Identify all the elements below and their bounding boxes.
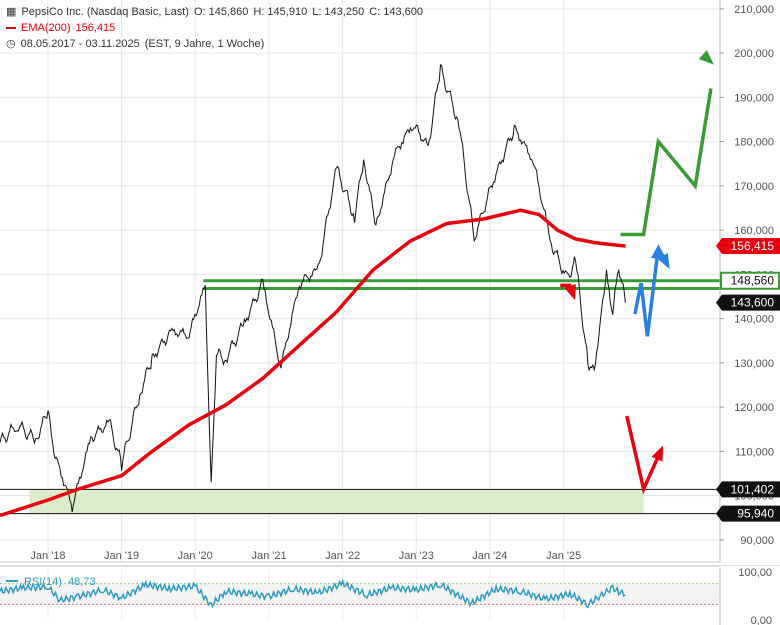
horizontal-levels (0, 279, 720, 515)
scenario-path-0 (620, 88, 713, 237)
rsi-legend-name: RSI(14) (24, 576, 62, 588)
range-info: (EST, 9 Jahre, 1 Woche) (144, 38, 265, 50)
clock-icon: ◷ (6, 38, 16, 50)
x-axis: Jan '18 Jan '19 Jan '20 Jan '21 Jan '22 Jan '… (0, 550, 720, 563)
support-zone (29, 489, 644, 514)
ema-legend-swatch (6, 27, 16, 30)
rsi-tick-label-bottom: 0,00 (751, 615, 772, 625)
price-series (0, 63, 626, 513)
low-value: L: 143,250 (312, 6, 365, 18)
open-value: O: 145,860 (193, 6, 249, 18)
y-tick-label-8: 170,000 (734, 181, 774, 193)
support-zone-rect (29, 489, 644, 514)
close-value: C: 143,600 (369, 6, 424, 18)
price-badge-1: 148,560 (720, 271, 780, 290)
ema-series (0, 208, 626, 518)
price-badge-2: 143,600 (716, 294, 780, 311)
scenario-arrowhead-2 (650, 243, 663, 260)
price-badge-box-0 (716, 237, 780, 254)
level-badge-box-3 (716, 505, 780, 522)
y-tick-label-7: 160,000 (734, 225, 774, 237)
x-tick-label-5: Jan '23 (399, 550, 434, 562)
chart-info-line-1: ▦ PepsiCo Inc. (Nasdaq Basic, Last) O: 145… (6, 5, 428, 19)
ema-line (0, 208, 626, 518)
grid-lines (0, 0, 720, 620)
x-tick-label-1: Jan '19 (104, 550, 139, 562)
y-tick-label-10: 190,000 (734, 92, 774, 104)
scenario-paths (560, 50, 714, 495)
level-badge-box-2 (716, 481, 780, 498)
candles-icon: ▦ (6, 6, 17, 18)
price-line (0, 63, 626, 513)
scenario-arrowhead-4 (564, 284, 576, 301)
high-value: H: 145,910 (253, 6, 308, 18)
x-tick-label-4: Jan '22 (325, 550, 360, 562)
level-badge-label-3: 95,940 (737, 507, 774, 521)
rsi-axis-background (720, 566, 780, 625)
rsi-tick-label-top: 100,00 (738, 567, 772, 579)
price-badge-box-1 (720, 271, 780, 290)
rsi-panel: 100,00 0,00 RSI(14) 48,73 (0, 565, 780, 625)
y-axis: 90,000100,000110,000120,000130,000140,00… (719, 0, 780, 625)
x-tick-label-3: Jan '21 (251, 550, 286, 562)
price-badge-label-0: 156,415 (731, 239, 775, 253)
date-range: 08.05.2017 - 03.11.2025 (20, 38, 140, 50)
y-tick-label-5: 140,000 (734, 314, 774, 326)
scenario-arrowhead-3 (657, 252, 670, 270)
y-tick-label-3: 120,000 (734, 402, 774, 414)
scenario-arrowhead-5 (651, 445, 664, 462)
y-tick-label-9: 180,000 (734, 137, 774, 149)
rsi-line (0, 578, 626, 609)
ema-legend-value: 156,415 (75, 22, 116, 34)
price-badge-box-2 (716, 294, 780, 311)
level-badge-2: 101,402 (716, 481, 780, 498)
chart-title: PepsiCo Inc. (Nasdaq Basic, Last) (21, 6, 189, 18)
chart-info-line-3: ◷ 08.05.2017 - 03.11.2025 (EST, 9 Jahre, 1… (6, 37, 269, 51)
level-badge-label-2: 101,402 (731, 482, 775, 496)
rsi-legend-value: 48,73 (68, 576, 96, 588)
price-badge-0: 156,415 (716, 237, 780, 254)
scenario-arrowhead-1 (698, 50, 714, 65)
x-tick-label-6: Jan '24 (472, 550, 507, 562)
scenario-path-2 (633, 247, 661, 337)
price-badge-label-1: 148,560 (731, 274, 775, 288)
y-tick-label-12: 210,000 (734, 4, 774, 16)
y-tick-label-2: 110,000 (735, 446, 774, 458)
level-badge-3: 95,940 (716, 505, 780, 522)
y-tick-label-11: 200,000 (734, 48, 774, 60)
y-tick-label-0: 90,000 (740, 535, 774, 547)
y-tick-label-4: 130,000 (734, 358, 774, 370)
price-badge-label-2: 143,600 (731, 296, 775, 310)
scenario-path-5 (625, 415, 664, 495)
x-tick-label-2: Jan '20 (178, 550, 213, 562)
chart-info-line-2: EMA(200) 156,415 (6, 21, 120, 35)
x-tick-label-7: Jan '25 (546, 550, 581, 562)
x-tick-label-0: Jan '18 (30, 550, 65, 562)
price-badges: 156,415 148,560 143,600 101,402 95,940 (716, 237, 780, 522)
ema-legend-name: EMA(200) (21, 22, 71, 34)
